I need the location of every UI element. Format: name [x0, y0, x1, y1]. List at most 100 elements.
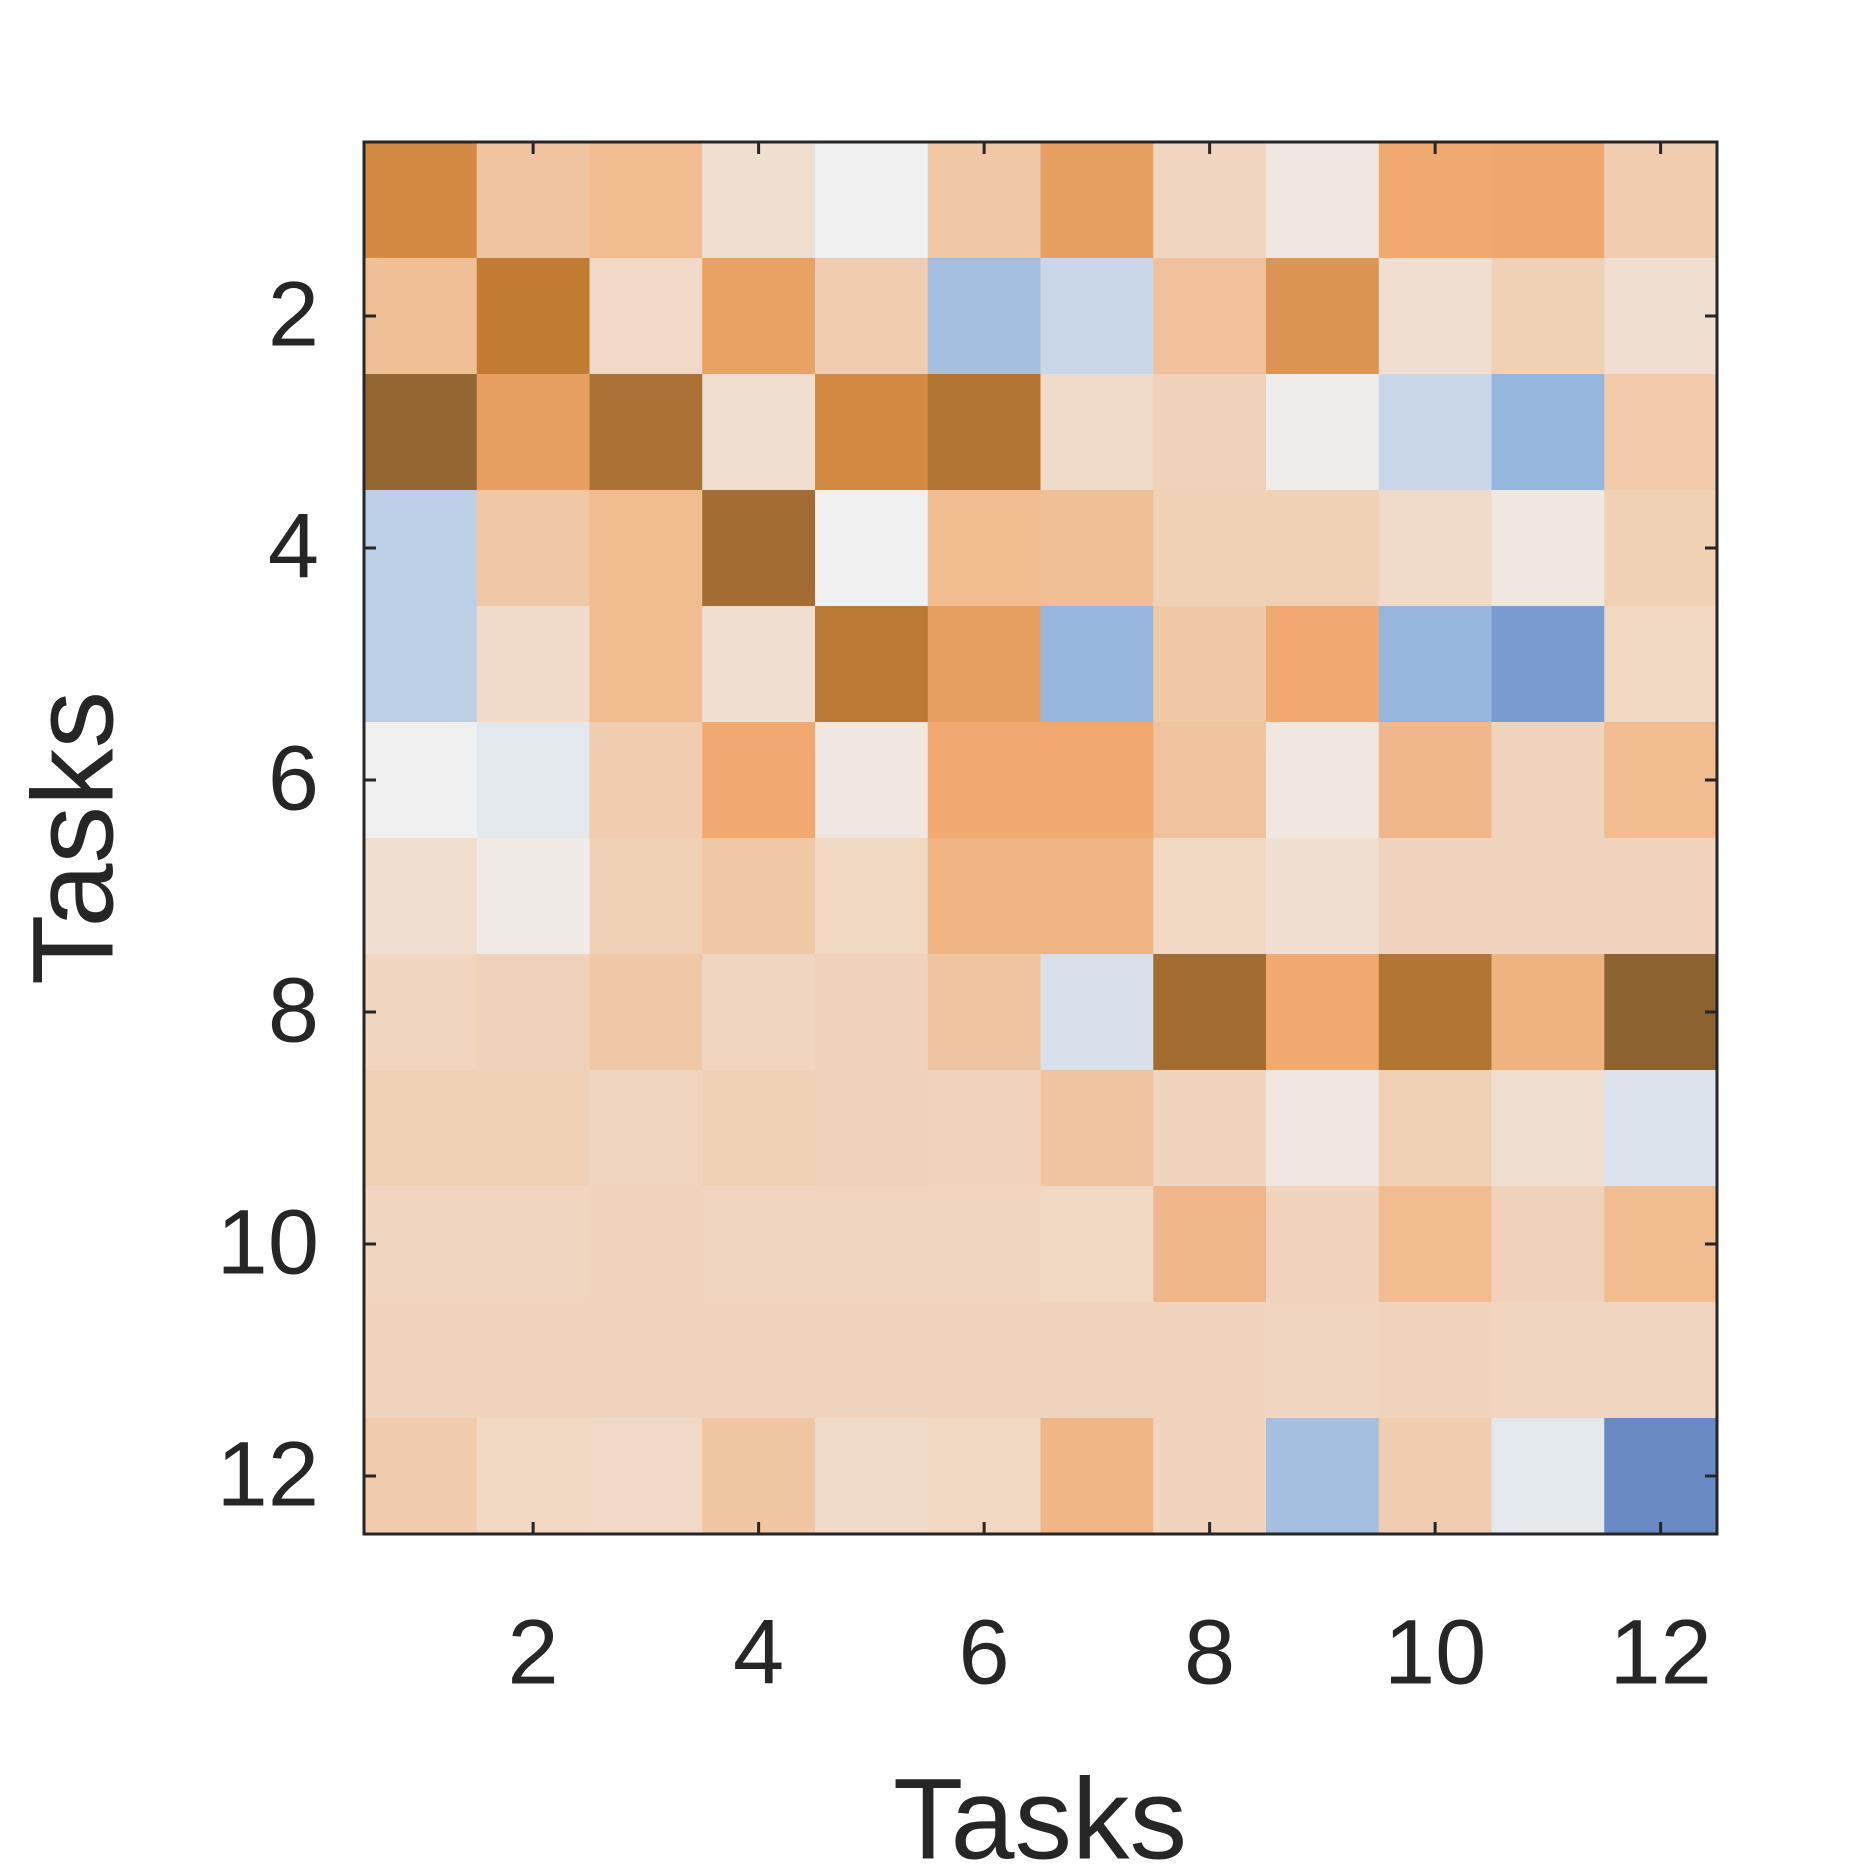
heatmap-cell [476, 142, 590, 259]
heatmap-cell [1378, 606, 1492, 723]
heatmap-cell [1040, 374, 1154, 491]
heatmap-cell [589, 838, 703, 955]
heatmap-cell [927, 490, 1041, 607]
heatmap-cell [364, 1302, 478, 1419]
heatmap-cell [1153, 722, 1267, 839]
heatmap-cell [1604, 374, 1718, 491]
heatmap-cell [1491, 258, 1605, 375]
x-tick-label: 8 [1184, 1601, 1235, 1703]
heatmap-cell [1266, 954, 1380, 1071]
heatmap-cell [364, 722, 478, 839]
heatmap-cell [1378, 490, 1492, 607]
heatmap-cell [476, 490, 590, 607]
heatmap-cell [702, 490, 816, 607]
heatmap-cell [1604, 954, 1718, 1071]
heatmap-cell [476, 1070, 590, 1187]
heatmap-cell [1491, 606, 1605, 723]
heatmap-cell [815, 142, 929, 259]
heatmap-cell [1491, 1070, 1605, 1187]
heatmap-cell [1153, 258, 1267, 375]
heatmap-cell [702, 606, 816, 723]
heatmap-cell [364, 258, 478, 375]
y-tick-label: 6 [268, 727, 319, 829]
heatmap-cell [1266, 142, 1380, 259]
x-tick-label: 6 [959, 1601, 1010, 1703]
heatmap-cell [364, 954, 478, 1071]
heatmap-cell [1153, 1302, 1267, 1419]
y-tick-label: 4 [268, 495, 319, 597]
heatmap-cell [589, 490, 703, 607]
heatmap-cells [364, 142, 1718, 1535]
heatmap-cell [1153, 1418, 1267, 1535]
heatmap-cell [1491, 1418, 1605, 1535]
heatmap-cell [1378, 1302, 1492, 1419]
heatmap-cell [1604, 1070, 1718, 1187]
heatmap-cell [815, 490, 929, 607]
heatmap-cell [364, 1186, 478, 1303]
heatmap-cell [1040, 606, 1154, 723]
heatmap-cell [589, 142, 703, 259]
heatmap-cell [927, 1302, 1041, 1419]
heatmap-cell [1604, 838, 1718, 955]
heatmap-cell [476, 258, 590, 375]
heatmap-cell [589, 606, 703, 723]
heatmap-cell [1040, 490, 1154, 607]
heatmap-cell [476, 1302, 590, 1419]
heatmap-cell [1604, 1302, 1718, 1419]
heatmap-cell [476, 374, 590, 491]
heatmap-cell [589, 1418, 703, 1535]
heatmap-cell [702, 722, 816, 839]
heatmap-cell [927, 258, 1041, 375]
heatmap-cell [1266, 606, 1380, 723]
heatmap-cell [1153, 1186, 1267, 1303]
heatmap-cell [1378, 142, 1492, 259]
heatmap-cell [702, 374, 816, 491]
heatmap-cell [927, 1070, 1041, 1187]
heatmap-cell [1604, 722, 1718, 839]
heatmap-cell [1153, 490, 1267, 607]
heatmap-cell [1604, 1418, 1718, 1535]
heatmap-cell [1491, 722, 1605, 839]
heatmap-cell [1040, 1418, 1154, 1535]
heatmap-cell [364, 1418, 478, 1535]
heatmap-cell [1604, 606, 1718, 723]
heatmap-cell [702, 1186, 816, 1303]
heatmap-cell [1378, 374, 1492, 491]
heatmap-cell [1040, 1186, 1154, 1303]
heatmap-cell [1378, 1186, 1492, 1303]
heatmap-cell [815, 838, 929, 955]
heatmap-cell [1153, 374, 1267, 491]
heatmap-cell [1040, 1302, 1154, 1419]
x-tick-label: 4 [733, 1601, 784, 1703]
heatmap-cell [476, 606, 590, 723]
heatmap-cell [1604, 258, 1718, 375]
heatmap-cell [815, 722, 929, 839]
heatmap-cell [702, 142, 816, 259]
heatmap-cell [1604, 142, 1718, 259]
heatmap-cell [927, 722, 1041, 839]
heatmap-cell [815, 1302, 929, 1419]
heatmap-cell [815, 954, 929, 1071]
heatmap-cell [1040, 1070, 1154, 1187]
heatmap-cell [1040, 954, 1154, 1071]
heatmap-cell [815, 1418, 929, 1535]
heatmap-cell [1266, 838, 1380, 955]
heatmap-cell [1040, 142, 1154, 259]
heatmap-cell [1378, 722, 1492, 839]
heatmap-cell [1153, 142, 1267, 259]
heatmap-cell [815, 606, 929, 723]
heatmap-cell [927, 1186, 1041, 1303]
heatmap-cell [589, 954, 703, 1071]
heatmap-cell [364, 838, 478, 955]
heatmap-cell [927, 606, 1041, 723]
heatmap-cell [1266, 1070, 1380, 1187]
heatmap-cell [702, 258, 816, 375]
y-tick-label: 12 [217, 1423, 319, 1525]
heatmap-cell [1491, 374, 1605, 491]
x-tick-label: 12 [1609, 1601, 1711, 1703]
heatmap-cell [1153, 1070, 1267, 1187]
heatmap-cell [927, 142, 1041, 259]
heatmap-cell [1153, 954, 1267, 1071]
heatmap-cell [1266, 374, 1380, 491]
heatmap-cell [1604, 1186, 1718, 1303]
